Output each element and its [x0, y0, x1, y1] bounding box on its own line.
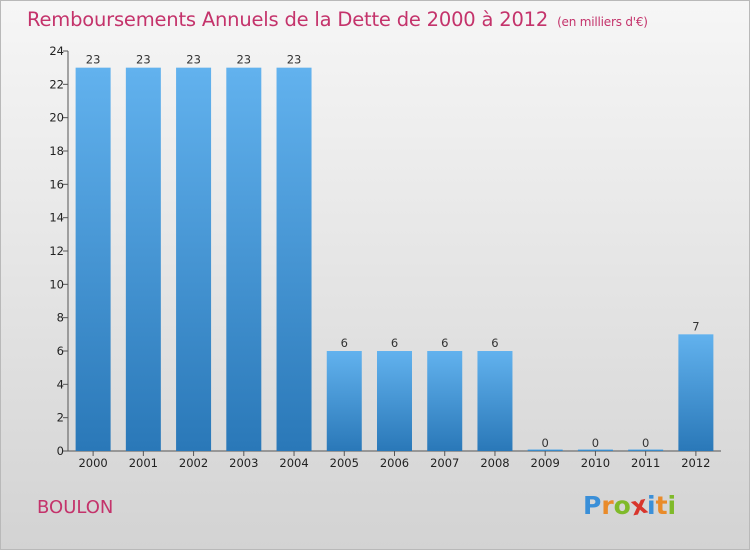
data-label: 6: [341, 336, 348, 350]
chart-unit: (en milliers d'€): [557, 15, 648, 29]
chart-title: Remboursements Annuels de la Dette de 20…: [27, 8, 648, 31]
y-tick-label: 16: [49, 177, 64, 191]
data-label: 23: [186, 53, 201, 67]
y-tick-label: 22: [49, 77, 64, 91]
y-tick-label: 10: [49, 277, 64, 291]
data-label: 23: [287, 53, 302, 67]
x-tick-label: 2003: [229, 456, 258, 470]
bar-2001: [125, 67, 161, 452]
y-tick-label: 2: [57, 411, 64, 425]
y-tick-label: 6: [57, 344, 64, 358]
x-tick-label: 2001: [129, 456, 158, 470]
bar-2000: [75, 67, 111, 452]
logo-letter: o: [613, 491, 631, 520]
logo-letter: i: [647, 491, 656, 520]
data-label: 7: [692, 319, 699, 333]
data-label: 0: [592, 436, 599, 450]
commune-name: BOULON: [37, 497, 114, 518]
x-tick-label: 2000: [78, 456, 107, 470]
bar-2004: [276, 67, 312, 452]
x-tick-label: 2011: [631, 456, 660, 470]
bar-2007: [427, 351, 463, 451]
y-tick-label: 20: [49, 111, 64, 125]
data-label: 6: [391, 336, 398, 350]
bar-2008: [477, 351, 513, 451]
y-tick-label: 24: [49, 44, 64, 58]
data-label: 0: [542, 436, 549, 450]
proxiti-logo[interactable]: Proxiti: [583, 490, 677, 522]
x-tick-label: 2012: [681, 456, 710, 470]
data-label: 23: [86, 53, 101, 67]
bar-2003: [226, 67, 262, 452]
bar-2009: [527, 449, 563, 451]
data-label: 6: [441, 336, 448, 350]
logo-letter: i: [667, 491, 677, 520]
x-tick-label: 2006: [380, 456, 409, 470]
bar-2010: [577, 449, 613, 451]
bar-2006: [377, 351, 412, 451]
chart-title-text: Remboursements Annuels de la Dette de 20…: [27, 8, 549, 31]
x-tick-label: 2010: [581, 456, 610, 470]
x-tick-label: 2009: [531, 456, 560, 470]
bar-2005: [326, 351, 362, 451]
y-tick-label: 18: [49, 144, 64, 158]
x-tick-label: 2004: [279, 456, 308, 470]
bar-2011: [628, 449, 664, 451]
data-label: 23: [136, 53, 151, 67]
data-label: 6: [491, 336, 498, 350]
x-tick-label: 2005: [330, 456, 359, 470]
x-tick-label: 2007: [430, 456, 459, 470]
y-tick-label: 8: [57, 311, 64, 325]
y-tick-label: 4: [57, 377, 64, 391]
data-label: 0: [642, 436, 649, 450]
x-tick-label: 2008: [480, 456, 509, 470]
y-tick-label: 0: [57, 444, 64, 458]
bar-2012: [678, 334, 714, 451]
y-tick-label: 14: [49, 211, 64, 225]
logo-letter: t: [655, 491, 668, 520]
bar-2002: [176, 67, 212, 452]
x-tick-label: 2002: [179, 456, 208, 470]
logo-letter: r: [601, 491, 614, 520]
y-tick-label: 12: [49, 244, 64, 258]
logo-letter: P: [583, 491, 602, 520]
data-label: 23: [236, 53, 251, 67]
